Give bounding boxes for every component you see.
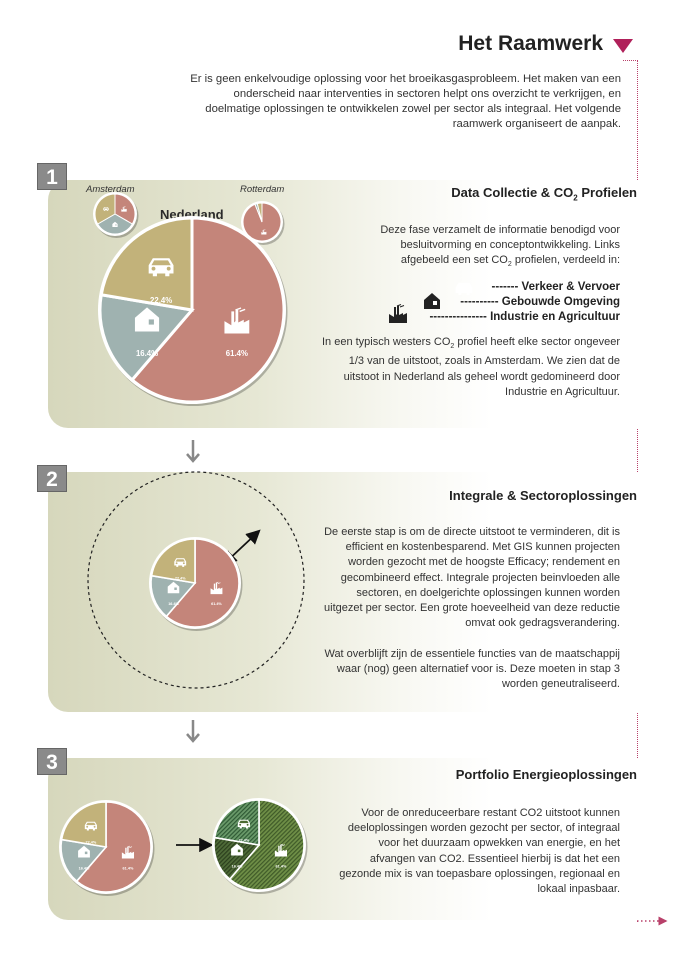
step-3-description: Voor de onreduceerbare restant CO2 uitst… <box>339 807 620 896</box>
pie-slice-label: 22.4% <box>150 296 172 305</box>
step-1-heading: Data Collectie & CO2 Profielen <box>451 185 637 203</box>
step-number-badge: 1 <box>37 163 67 190</box>
step-2-heading: Integrale & Sectoroplossingen <box>449 488 637 503</box>
pie-slice-verkeer-vervoer <box>60 801 107 848</box>
page-title: Het Raamwerk <box>458 32 603 55</box>
pie-slice-verkeer-vervoer <box>256 202 263 223</box>
pie-slice-label: 61.4% <box>226 349 248 358</box>
pie-slice-industrie-en-agricultuur <box>130 216 286 404</box>
triangle-marker-icon <box>613 39 633 53</box>
step-1-description: Deze fase verzamelt de informatie benodi… <box>380 224 620 269</box>
legend-buildings: ---------- Gebouwde Omgeving <box>460 296 620 308</box>
connector-tick <box>623 60 638 61</box>
pie-slice-label: 22.4% <box>175 577 186 581</box>
pie-slice-label: 61.4% <box>211 602 222 606</box>
pie-slice-label: 16.4% <box>168 602 179 606</box>
step-number-badge: 2 <box>37 465 67 492</box>
pie-slice-label: 22.4% <box>85 841 96 845</box>
down-arrow-icon <box>186 440 200 463</box>
intro-text: Er is geen enkelvoudige oplossing voor h… <box>190 73 621 130</box>
pie-slice-industrie-en-agricultuur <box>228 799 305 891</box>
step-2-description: De eerste stap is om de directe uitstoot… <box>324 526 620 630</box>
pie-slice-verkeer-vervoer <box>99 216 194 312</box>
step-2-conclusion: Wat overblijft zijn de essentiele functi… <box>324 648 620 691</box>
amsterdam-label: Amsterdam <box>86 184 135 195</box>
pie-slice-label: 16.4% <box>79 866 90 870</box>
step-2-panel <box>48 472 640 712</box>
step-number-badge: 3 <box>37 748 67 775</box>
pie-slice-verkeer-vervoer <box>150 538 196 584</box>
connector-end-arrow-icon <box>637 916 668 926</box>
pie-slice-gebouwde-omgeving <box>213 836 261 881</box>
pie-slice-label: 61.4% <box>123 867 134 871</box>
pie-slice-label: 61.4% <box>276 865 287 869</box>
rotterdam-label: Rotterdam <box>240 184 285 195</box>
pie-slice-industrie-en-agricultuur <box>75 801 152 893</box>
factory-icon <box>389 304 407 323</box>
step-3-heading: Portfolio Energieoplossingen <box>455 767 637 782</box>
pie-slice-gebouwde-omgeving <box>98 293 195 382</box>
pie-slice-label: 16.4% <box>232 864 243 868</box>
pie-slice-gebouwde-omgeving <box>60 838 108 883</box>
down-arrow-icon <box>186 720 200 743</box>
step-1-conclusion: In een typisch westers CO2 profiel heeft… <box>321 336 620 398</box>
pie-slice-industrie-en-agricultuur <box>165 538 240 628</box>
pie-slice-label: 16.4% <box>136 349 158 358</box>
pie-slice-gebouwde-omgeving <box>150 574 197 618</box>
legend-traffic: ------- Verkeer & Vervoer <box>491 281 620 293</box>
pie-slice-verkeer-vervoer <box>213 799 260 846</box>
legend-industry: --------------- Industrie en Agricultuur <box>429 311 620 323</box>
pie-slice-label: 22.4% <box>238 839 249 843</box>
house-icon <box>424 293 440 309</box>
